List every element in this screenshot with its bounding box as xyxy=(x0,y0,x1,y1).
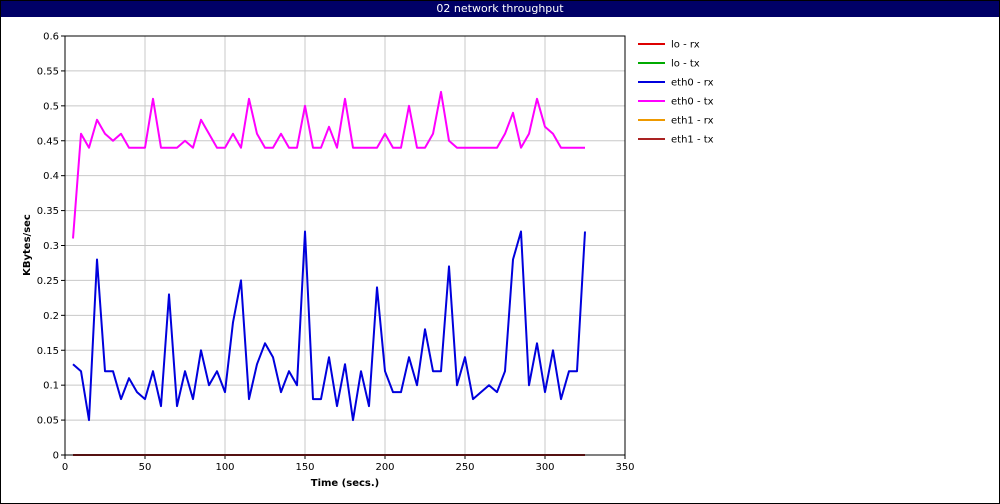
y-tick-label: 0.2 xyxy=(43,311,59,322)
legend-item: eth0 - rx xyxy=(638,78,714,89)
series-line-eth0-tx xyxy=(72,90,585,239)
y-tick-label: 0 xyxy=(53,451,59,462)
y-tick-label: 0.05 xyxy=(37,416,59,427)
y-tick-label: 0.5 xyxy=(43,101,59,112)
legend: lo - rx lo - tx eth0 - rx eth0 - tx eth1 - r… xyxy=(638,40,714,146)
legend-label: eth0 - rx xyxy=(671,78,714,89)
legend-label: eth1 - rx xyxy=(671,116,714,127)
plot-area-border xyxy=(64,35,626,456)
y-tick-label: 0.55 xyxy=(37,66,59,77)
y-tick-label: 0.15 xyxy=(37,346,59,357)
x-tick-label: 300 xyxy=(535,462,554,473)
series-lines xyxy=(72,90,586,456)
legend-label: lo - rx xyxy=(671,40,700,51)
y-axis-label: KBytes/sec xyxy=(22,214,33,276)
legend-label: lo - tx xyxy=(671,59,700,70)
x-tick-label: 100 xyxy=(215,462,234,473)
y-tick-label: 0.6 xyxy=(43,32,59,43)
axis-ticks: 0 0.05 0.1 0.15 0.2 0.25 0.3 0.35 0.4 0.45 0.5 0.55… xyxy=(37,32,635,474)
y-tick-label: 0.25 xyxy=(37,276,59,287)
x-tick-label: 0 xyxy=(62,462,68,473)
legend-item: lo - tx xyxy=(638,59,700,70)
window-title: 02 network throughput xyxy=(1,1,999,17)
y-tick-label: 0.45 xyxy=(37,136,59,147)
x-axis-label: Time (secs.) xyxy=(311,478,380,489)
x-tick-label: 50 xyxy=(139,462,152,473)
grid xyxy=(64,35,626,456)
y-tick-label: 0.4 xyxy=(43,171,59,182)
y-tick-label: 0.1 xyxy=(43,381,59,392)
y-tick-label: 0.35 xyxy=(37,206,59,217)
legend-item: eth0 - tx xyxy=(638,97,714,108)
legend-label: eth0 - tx xyxy=(671,97,714,108)
legend-item: lo - rx xyxy=(638,40,700,51)
series-line-eth0-rx xyxy=(72,230,586,422)
y-tick-label: 0.3 xyxy=(43,241,59,252)
x-tick-label: 200 xyxy=(375,462,394,473)
legend-item: eth1 - rx xyxy=(638,116,714,127)
legend-label: eth1 - tx xyxy=(671,135,714,146)
legend-item: eth1 - tx xyxy=(638,135,714,146)
x-tick-label: 350 xyxy=(615,462,634,473)
x-tick-label: 150 xyxy=(295,462,314,473)
plot-frame xyxy=(64,35,626,456)
x-tick-label: 250 xyxy=(455,462,474,473)
